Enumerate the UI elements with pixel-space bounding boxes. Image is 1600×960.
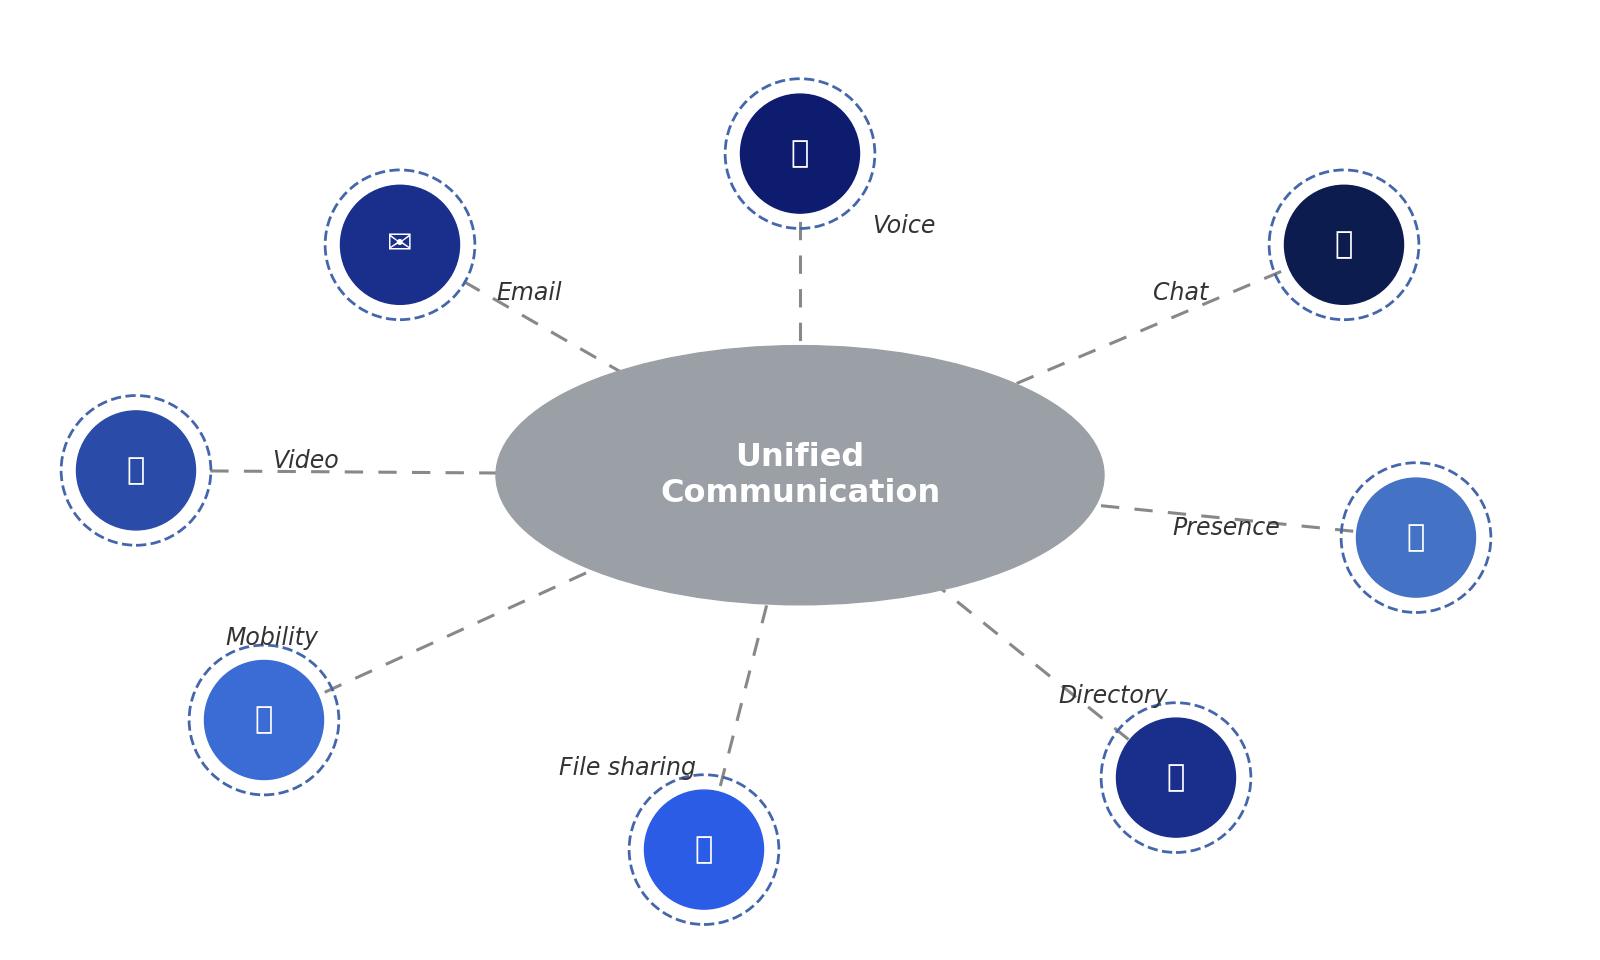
Text: 📂: 📂 <box>694 835 714 864</box>
Ellipse shape <box>741 94 859 213</box>
Ellipse shape <box>77 411 195 530</box>
Text: Chat: Chat <box>1152 281 1208 305</box>
Text: 👤: 👤 <box>1406 523 1426 552</box>
Text: 📱: 📱 <box>254 706 274 734</box>
Ellipse shape <box>1117 718 1235 837</box>
Ellipse shape <box>205 660 323 780</box>
Ellipse shape <box>645 790 763 909</box>
Text: 💬: 💬 <box>1334 230 1354 259</box>
Text: ✉: ✉ <box>387 230 413 259</box>
Text: 📒: 📒 <box>1166 763 1186 792</box>
Text: Video: Video <box>272 448 339 472</box>
Text: File sharing: File sharing <box>558 756 696 780</box>
Text: Unified
Communication: Unified Communication <box>659 442 941 509</box>
Text: Directory: Directory <box>1058 684 1168 708</box>
Text: 🎤: 🎤 <box>790 139 810 168</box>
Text: Email: Email <box>496 281 562 305</box>
Text: Mobility: Mobility <box>226 626 318 651</box>
Text: Presence: Presence <box>1173 516 1280 540</box>
Ellipse shape <box>496 346 1104 605</box>
Text: 🎥: 🎥 <box>126 456 146 485</box>
Ellipse shape <box>1357 478 1475 597</box>
Text: Voice: Voice <box>872 214 936 238</box>
Ellipse shape <box>1285 185 1403 304</box>
Ellipse shape <box>341 185 459 304</box>
